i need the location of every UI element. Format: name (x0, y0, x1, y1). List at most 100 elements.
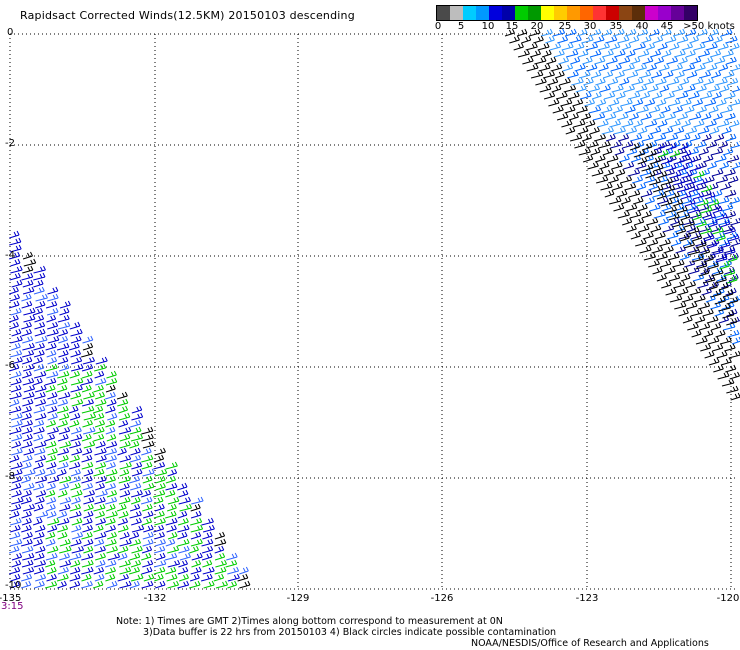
wind-barb (154, 503, 165, 512)
wind-barb (128, 566, 140, 575)
wind-barb (141, 426, 154, 435)
wind-barb (698, 70, 712, 79)
wind-barb (601, 126, 614, 135)
lat-label: 0 (7, 27, 14, 38)
wind-barb (69, 440, 81, 449)
wind-barb (83, 496, 95, 505)
wind-barb (675, 91, 689, 100)
wind-barb (35, 335, 48, 344)
wind-barb (600, 105, 613, 114)
wind-barb (680, 191, 692, 200)
wind-barb (21, 573, 33, 582)
wind-barb (35, 293, 48, 302)
wind-barb (637, 126, 648, 135)
wind-barb (542, 70, 555, 79)
wind-barb (641, 133, 654, 142)
wind-barb (673, 126, 685, 135)
wind-barb (153, 461, 166, 470)
wind-barb (568, 112, 579, 121)
wind-barb (45, 538, 56, 547)
wind-barb (70, 559, 81, 568)
wind-barb (33, 461, 44, 470)
wind-barb (189, 573, 200, 582)
wind-barb (724, 266, 736, 275)
wind-barb (129, 538, 141, 547)
wind-barb (521, 35, 532, 44)
wind-barb (23, 363, 35, 372)
wind-barb (178, 559, 188, 568)
wind-barb (21, 293, 32, 302)
wind-barb (119, 482, 130, 491)
wind-barb (726, 317, 738, 326)
wind-barb (21, 475, 31, 484)
wind-barb (94, 496, 106, 505)
wind-barb (614, 70, 625, 79)
wind-barb (643, 252, 657, 261)
wind-barb (33, 559, 47, 568)
wind-barb (671, 238, 682, 247)
wind-barb (141, 489, 152, 498)
colorbar-swatch (658, 6, 671, 20)
wind-barb (691, 77, 704, 86)
wind-barb (10, 335, 23, 344)
wind-barb (45, 419, 57, 428)
wind-barb (47, 545, 59, 554)
wind-barb (22, 335, 34, 344)
wind-barb (119, 461, 132, 470)
wind-barb (116, 503, 127, 512)
wind-barb (153, 454, 165, 463)
wind-barb (707, 261, 719, 270)
wind-barb (712, 112, 723, 121)
wind-barb (685, 126, 698, 135)
wind-barb (722, 310, 735, 319)
wind-barb (649, 203, 661, 212)
wind-barb (707, 161, 718, 170)
wind-barb (22, 531, 33, 540)
wind-barb (202, 559, 213, 568)
wind-barb (141, 433, 154, 442)
wind-barb (635, 238, 647, 247)
wind-barb (717, 42, 729, 51)
wind-barb (714, 154, 727, 163)
colorbar-label: 0 (434, 21, 442, 32)
wind-barb (676, 112, 689, 121)
wind-barb (131, 468, 143, 477)
wind-barb (588, 28, 602, 37)
wind-barb (730, 392, 740, 401)
wind-barb (201, 517, 214, 526)
wind-barb (105, 496, 118, 505)
wind-barb (715, 252, 728, 261)
wind-barb (672, 259, 685, 268)
wind-barb (237, 573, 249, 582)
wind-barb (715, 275, 727, 284)
wind-barb (604, 189, 615, 198)
wind-barb (166, 503, 177, 512)
wind-barb (82, 517, 93, 526)
wind-barb (165, 482, 178, 491)
wind-barb (143, 524, 154, 533)
wind-barb (648, 28, 660, 37)
wind-barb (711, 247, 724, 256)
wind-barb (708, 219, 718, 228)
wind-barb (605, 133, 616, 142)
wind-barb (33, 426, 45, 435)
wind-barb (118, 426, 132, 435)
wind-barb (47, 412, 58, 421)
colorbar-swatch (528, 6, 541, 20)
wind-barb (610, 140, 622, 149)
wind-barb (709, 126, 720, 135)
wind-barb (713, 133, 725, 142)
wind-barb (665, 133, 679, 142)
wind-barb (581, 133, 592, 142)
wind-barb (33, 566, 45, 575)
wind-barb (700, 184, 713, 193)
wind-barb (227, 566, 240, 575)
wind-barb (648, 259, 660, 268)
wind-barb (632, 98, 644, 107)
wind-barb (47, 447, 58, 456)
wind-barb (723, 91, 736, 100)
wind-barb (165, 566, 177, 575)
wind-barb (71, 356, 83, 365)
wind-barb (685, 156, 696, 165)
wind-barb (693, 119, 705, 128)
